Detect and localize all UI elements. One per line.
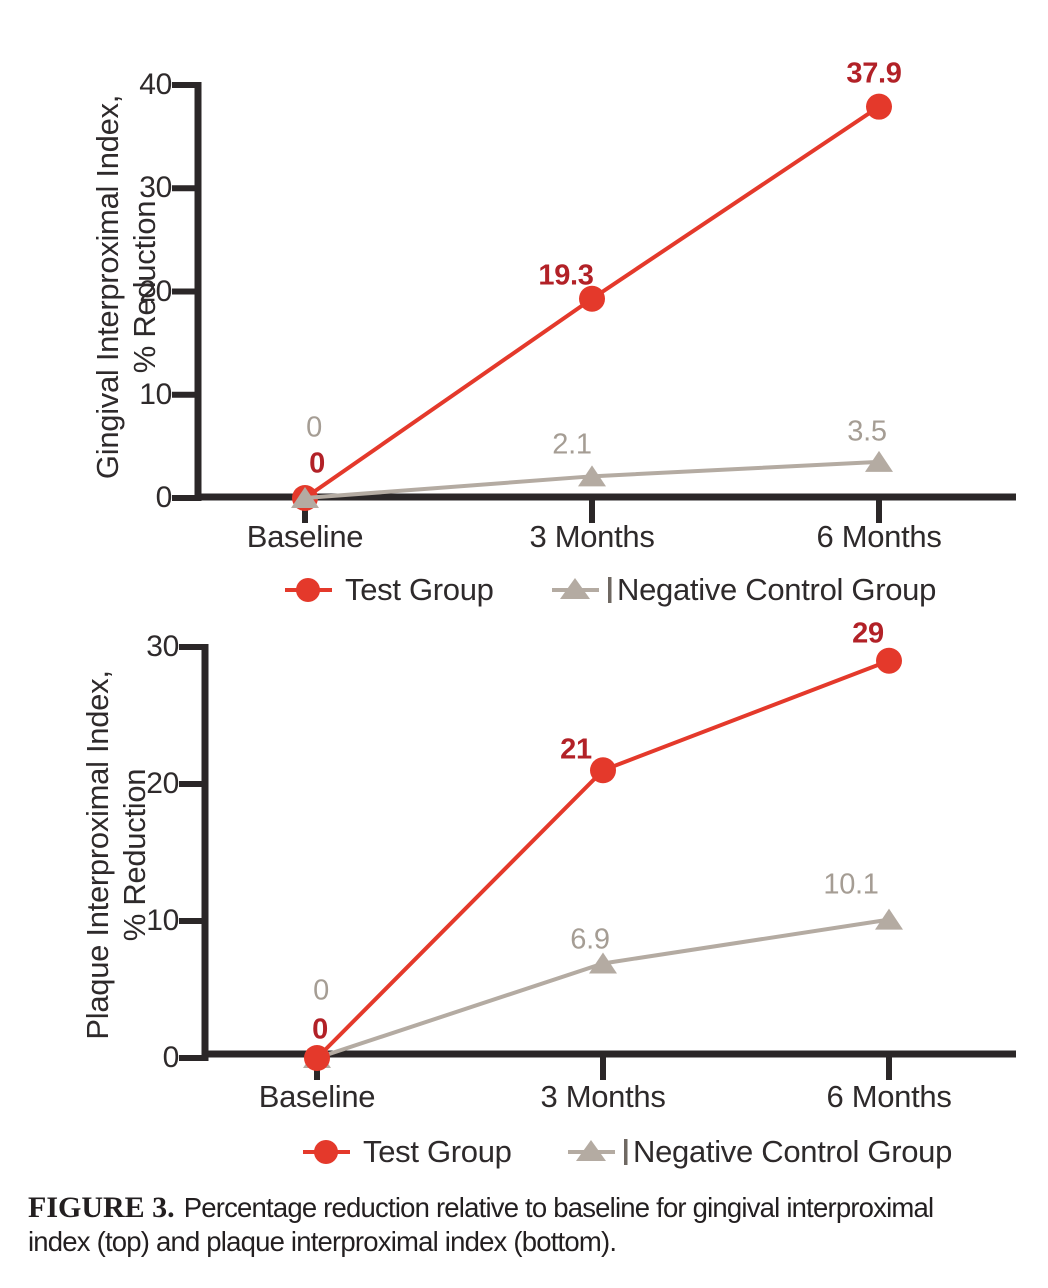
legend-control-triangle-icon: [560, 578, 590, 599]
control-value-label: 6.9: [570, 923, 610, 956]
test-group-line: [315, 658, 890, 1060]
y-axis-title: Gingival Interproximal Index,% Reduction: [89, 52, 163, 522]
x-category-label: 3 Months: [540, 1079, 666, 1114]
legend-control-triangle-icon: [576, 1140, 606, 1161]
y-axis-title-line: % Reduction: [127, 200, 162, 374]
control-group-marker-triangle: [291, 487, 319, 508]
test-value-label: 0: [312, 1013, 328, 1046]
legend-test-label: Test Group: [363, 1134, 512, 1169]
caption-text-1: Percentage reduction relative to baselin…: [183, 1192, 934, 1223]
control-group-marker-triangle: [578, 465, 606, 487]
legend-test-circle-icon: [296, 578, 320, 602]
y-axis-title: Plaque Interproximal Index,% Reduction: [79, 620, 153, 1090]
y-axis-title-line: % Reduction: [117, 768, 152, 942]
test-group-marker-circle: [590, 757, 616, 784]
control-value-label: 0: [306, 411, 322, 444]
figure-caption: FIGURE 3. Percentage reduction relative t…: [28, 1191, 934, 1259]
control-value-label: 10.1: [823, 868, 879, 901]
y-axis-title-line: Plaque Interproximal Index,: [80, 670, 115, 1040]
control-value-label: 0: [313, 974, 329, 1007]
control-group-marker-triangle: [875, 908, 903, 930]
x-category-label: Baseline: [258, 1079, 376, 1114]
control-group-marker-triangle: [589, 952, 617, 974]
x-category-label: 3 Months: [529, 519, 655, 554]
y-axis-title-line: Gingival Interproximal Index,: [90, 94, 125, 480]
test-group-marker-circle: [304, 1045, 330, 1071]
y-tick-label: 0: [155, 481, 173, 514]
y-tick-label: 30: [139, 171, 172, 205]
legend-tick-artifact: [624, 1139, 628, 1165]
y-tick-label: 0: [162, 1041, 180, 1074]
control-value-label: 3.5: [847, 415, 887, 448]
y-tick-label: 10: [146, 904, 179, 937]
test-group-marker-circle: [876, 647, 902, 674]
legend-test-label: Test Group: [345, 572, 494, 607]
test-value-label: 21: [560, 733, 592, 766]
test-value-label: 0: [309, 447, 325, 480]
control-value-label: 2.1: [552, 428, 592, 461]
y-tick-label: 30: [146, 630, 179, 663]
test-group-marker-circle: [579, 285, 605, 312]
y-tick-label: 20: [139, 274, 172, 308]
x-category-label: 6 Months: [816, 519, 942, 554]
test-value-label: 37.9: [846, 57, 902, 90]
test-value-label: 19.3: [538, 259, 594, 292]
legend-tick-artifact: [608, 577, 612, 603]
legend-control-label: Negative Control Group: [617, 572, 937, 607]
x-category-label: 6 Months: [826, 1079, 952, 1114]
y-tick-label: 40: [139, 68, 172, 101]
control-group-marker-triangle: [865, 450, 893, 472]
y-tick-label: 10: [139, 377, 172, 411]
caption-line-1: FIGURE 3. Percentage reduction relative t…: [28, 1191, 934, 1225]
figure-number-label: FIGURE 3.: [28, 1191, 175, 1224]
legend-test-circle-icon: [314, 1140, 338, 1164]
test-group-marker-circle: [866, 93, 892, 120]
test-value-label: 29: [852, 617, 884, 650]
legend-control-label: Negative Control Group: [633, 1134, 953, 1169]
y-tick-label: 20: [146, 767, 179, 800]
x-category-label: Baseline: [246, 519, 364, 554]
caption-line-2: index (top) and plaque interproximal ind…: [28, 1226, 617, 1257]
